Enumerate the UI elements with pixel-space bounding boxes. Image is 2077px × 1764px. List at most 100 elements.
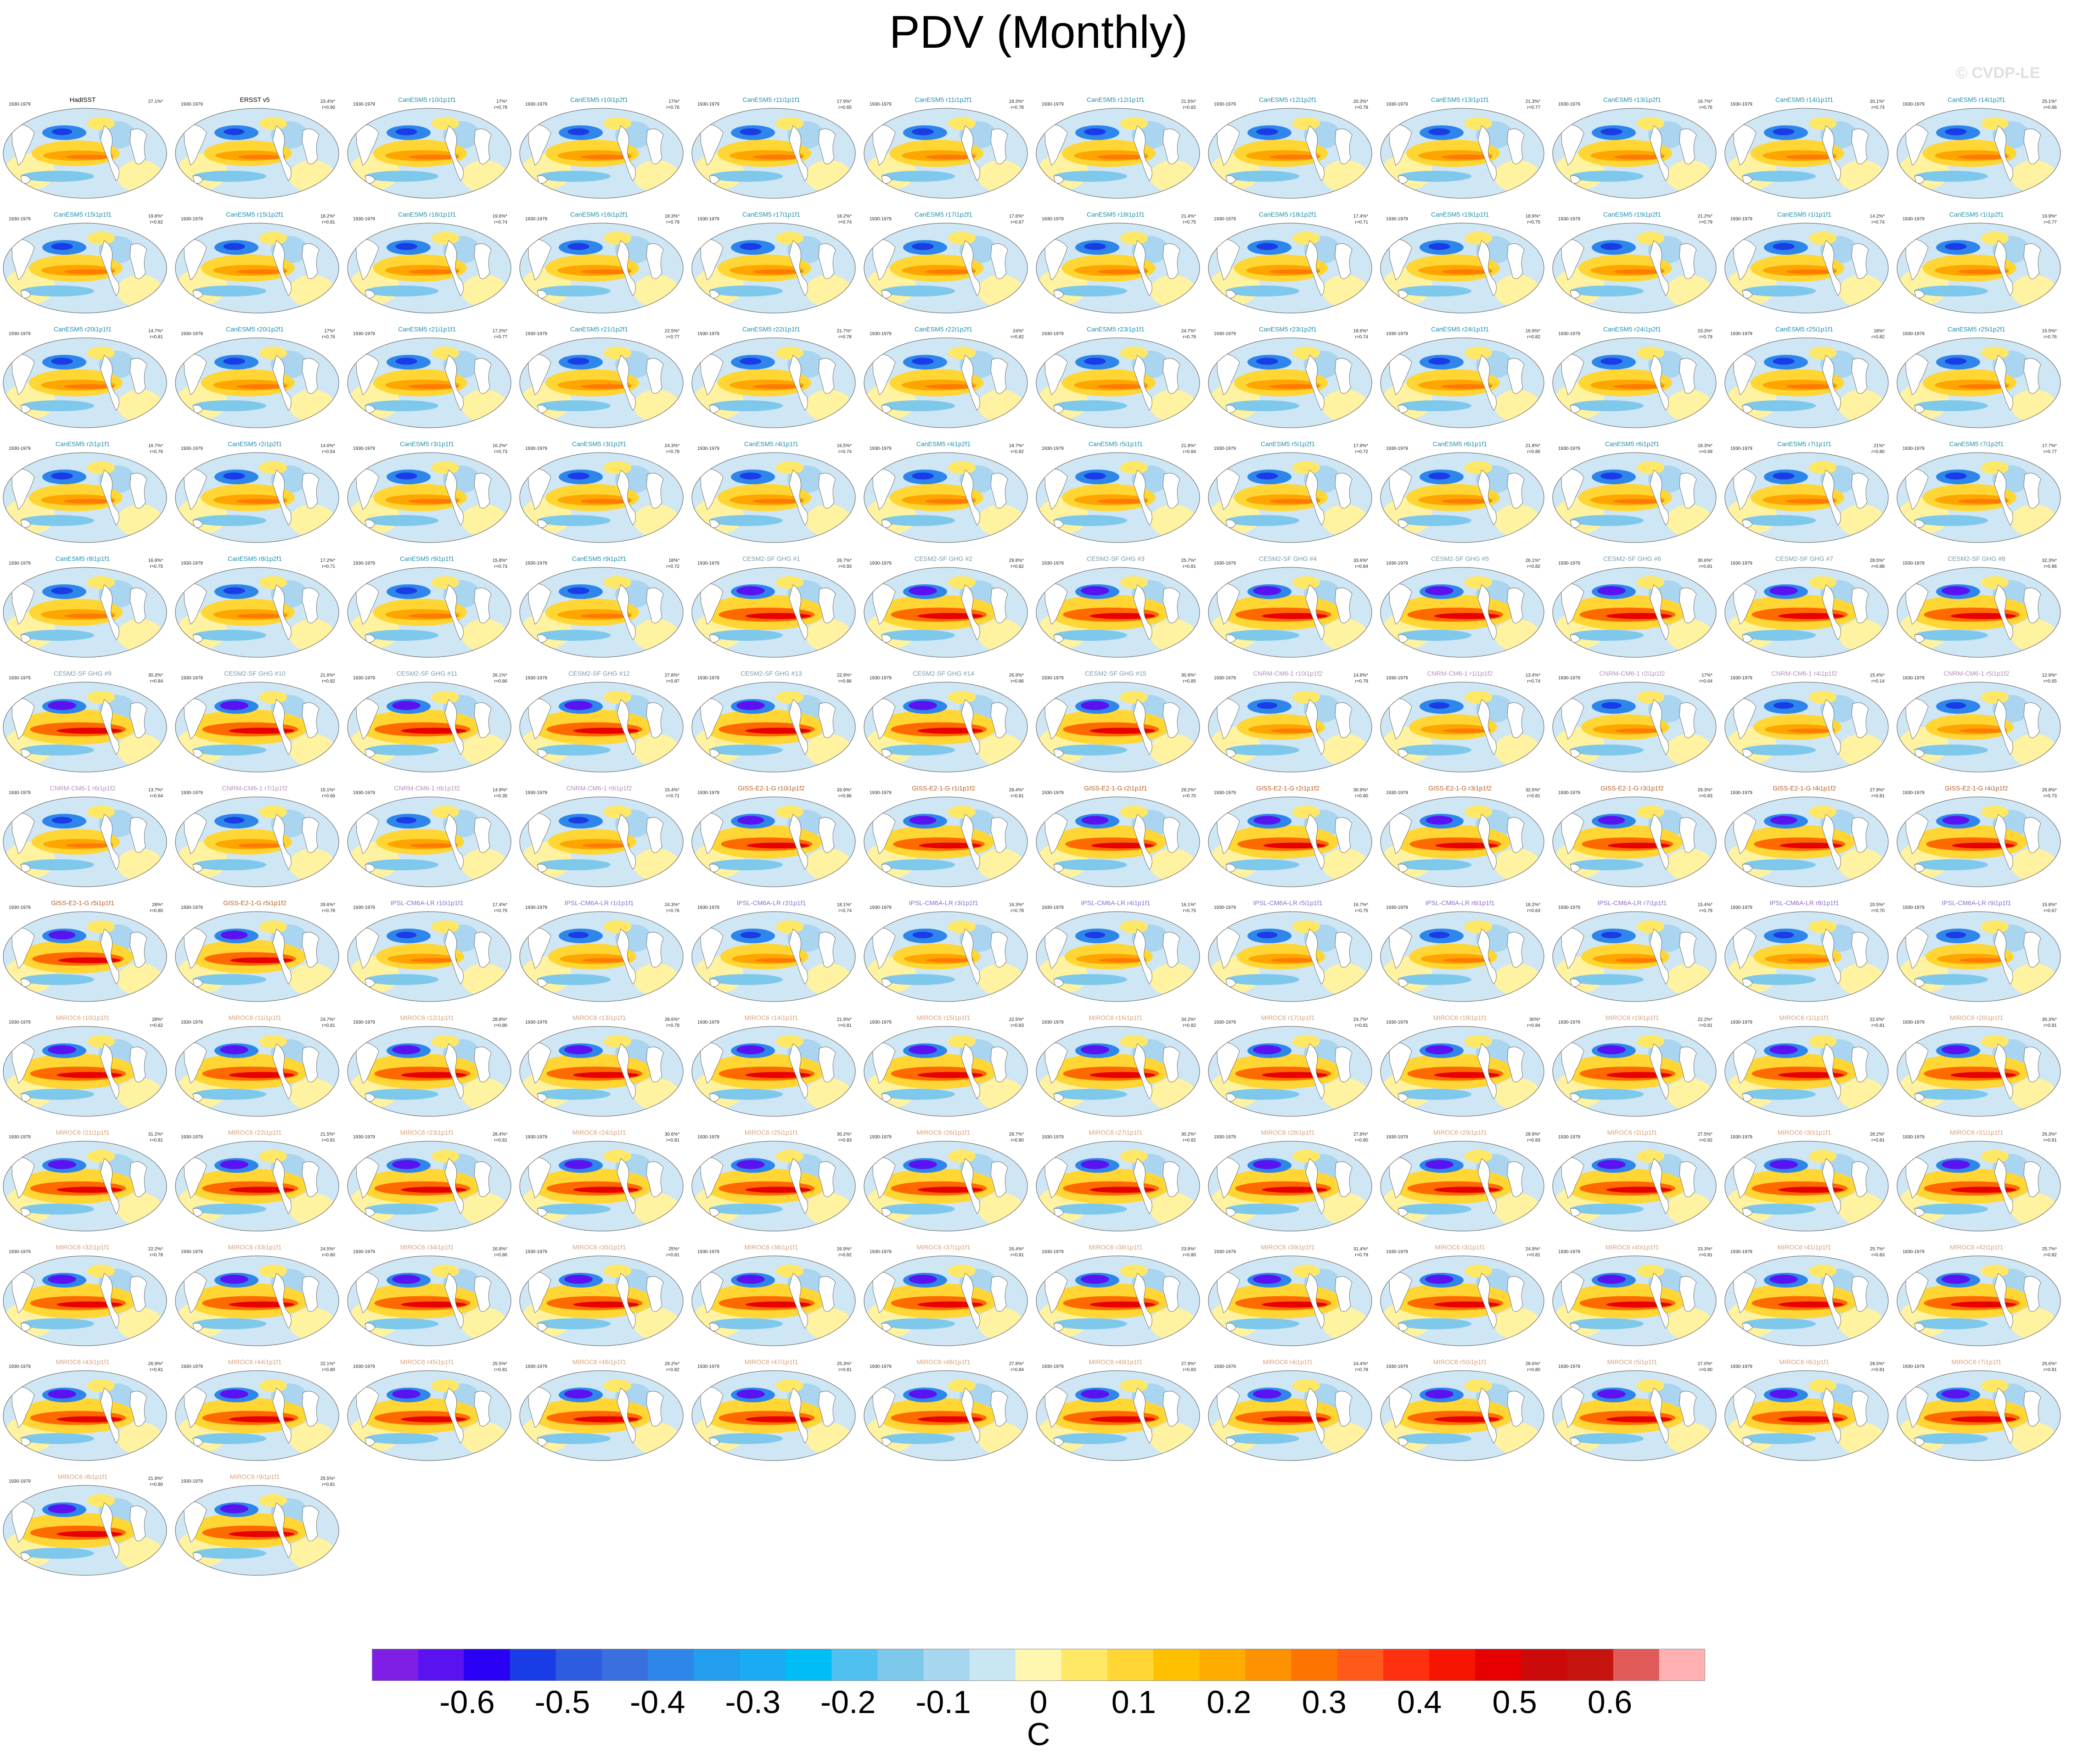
panel-variance-pct: 17%* xyxy=(324,329,335,334)
pdv-map xyxy=(175,1255,339,1346)
pdv-map xyxy=(175,337,339,428)
map-panel: 1930-1979 MIROC6 r6i1p1f1 28.5%* r=0.81 xyxy=(1724,1354,1889,1464)
panel-pattern-correlation: r=0.65 xyxy=(838,105,852,110)
panel-variance-pct: 29.8%* xyxy=(1009,558,1024,563)
pdv-map xyxy=(3,567,167,658)
panel-years: 1930-1979 xyxy=(1730,790,1752,795)
pdv-map xyxy=(1552,682,1717,773)
panel-title: MIROC6 r50i1p1f1 xyxy=(1433,1358,1487,1366)
panel-years: 1930-1979 xyxy=(1214,217,1236,222)
panel-title: CNRM-CM6-1 r1i1p1f2 xyxy=(1427,670,1493,677)
pdv-map xyxy=(3,1026,167,1117)
panel-title: CESM2-SF GHG #14 xyxy=(913,670,974,677)
panel-variance-pct: 24%* xyxy=(1013,329,1024,334)
map-panel: 1930-1979 MIROC6 r35i1p1f1 25%* r=0.81 xyxy=(519,1239,684,1350)
panel-years: 1930-1979 xyxy=(1214,561,1236,566)
panel-pattern-correlation: r=0.82 xyxy=(2043,1253,2057,1258)
panel-pattern-correlation: r=0.71 xyxy=(322,564,335,569)
panel-years: 1930-1979 xyxy=(181,1364,203,1369)
panel-pattern-correlation: r=0.72 xyxy=(1355,449,1368,454)
panel-variance-pct: 18.9%* xyxy=(1525,214,1540,219)
panel-title: IPSL-CM6A-LR r7i1p1f1 xyxy=(1597,899,1667,907)
map-panel: 1930-1979 MIROC6 r21i1p1f1 31.2%* r=0.81 xyxy=(2,1125,168,1235)
pdv-map xyxy=(519,682,684,773)
pdv-map xyxy=(1552,567,1717,658)
pdv-map xyxy=(1724,108,1889,199)
panel-pattern-correlation: r=0.87 xyxy=(666,679,679,684)
colorbar-swatch xyxy=(601,1649,648,1681)
map-panel: 1930-1979 CNRM-CM6-1 r2i1p1f2 17%* r=0.64 xyxy=(1552,666,1717,776)
panel-years: 1930-1979 xyxy=(1042,1364,1064,1369)
map-panel: 1930-1979 MIROC6 r40i1p1f1 23.3%* r=0.81 xyxy=(1552,1239,1717,1350)
panel-pattern-correlation: r=0.76 xyxy=(322,335,335,340)
panel-pattern-correlation: r=0.74 xyxy=(1527,679,1540,684)
map-panel: 1930-1979 CanESM5 r9i1p1f1 15.8%* r=0.73 xyxy=(347,551,512,661)
panel-variance-pct: 15.8%* xyxy=(492,558,507,563)
panel-pattern-correlation: r=0.85 xyxy=(1527,449,1540,454)
panel-pattern-correlation: r=0.80 xyxy=(494,1253,507,1258)
panel-title: MIROC6 r18i1p1f1 xyxy=(1433,1014,1487,1021)
panel-title: MIROC6 r12i1p1f1 xyxy=(400,1014,454,1021)
panel-pattern-correlation: r=0.82 xyxy=(322,679,335,684)
pdv-map xyxy=(864,223,1028,314)
panel-pattern-correlation: r=0.81 xyxy=(1871,1367,1885,1372)
colorbar-swatch xyxy=(1199,1649,1246,1681)
pdv-map xyxy=(1380,452,1544,543)
panel-variance-pct: 30.2%* xyxy=(1181,1132,1196,1137)
panel-variance-pct: 13.4%* xyxy=(1525,673,1540,678)
panel-title: CanESM5 r14i1p2f1 xyxy=(1947,96,2006,103)
pdv-map xyxy=(1724,1255,1889,1346)
panel-pattern-correlation: r=0.73 xyxy=(2043,794,2057,799)
colorbar-swatch xyxy=(418,1649,464,1681)
panel-years: 1930-1979 xyxy=(525,102,547,107)
colorbar-swatch xyxy=(1245,1649,1292,1681)
panel-variance-pct: 28.4%* xyxy=(1009,788,1024,793)
panel-title: CESM2-SF GHG #10 xyxy=(224,670,286,677)
colorbar-tick-label: 0.3 xyxy=(1302,1684,1347,1720)
panel-title: CanESM5 r12i1p1f1 xyxy=(1086,96,1145,103)
panel-title: MIROC6 r16i1p1f1 xyxy=(1089,1014,1143,1021)
pdv-map xyxy=(347,337,511,428)
pdv-map xyxy=(1552,108,1717,199)
map-panel: 1930-1979 MIROC6 r44i1p1f1 22.1%* r=0.80 xyxy=(174,1354,340,1464)
map-panel: 1930-1979 MIROC6 r37i1p1f1 26.4%* r=0.81 xyxy=(863,1239,1028,1350)
panel-title: CanESM5 r20i1p2f1 xyxy=(225,325,284,333)
map-panel: 1930-1979 MIROC6 r12i1p1f1 28.8%* r=0.80 xyxy=(347,1010,512,1120)
panel-title: ERSST v5 xyxy=(240,96,270,103)
panel-years: 1930-1979 xyxy=(1042,676,1064,681)
panel-years: 1930-1979 xyxy=(870,1135,892,1140)
panel-years: 1930-1979 xyxy=(1558,1135,1580,1140)
panel-variance-pct: 28.7%* xyxy=(1009,1132,1024,1137)
panel-years: 1930-1979 xyxy=(9,331,31,336)
panel-title: IPSL-CM6A-LR r6i1p1f1 xyxy=(1425,899,1495,907)
panel-variance-pct: 26.9%* xyxy=(1009,673,1024,678)
map-panel: 1930-1979 CanESM5 r7i1p2f1 17.7%* r=0.77 xyxy=(1896,436,2061,546)
panel-variance-pct: 21.5%* xyxy=(320,1132,335,1137)
panel-pattern-correlation: r=0.81 xyxy=(322,1023,335,1028)
panel-title: GISS-E2-1-G r2i1p1f2 xyxy=(1256,784,1319,792)
panel-variance-pct: 26.8%* xyxy=(2042,788,2057,793)
panel-variance-pct: 14.7%* xyxy=(148,329,163,334)
map-panel: 1930-1979 CanESM5 r2i1p2f1 14.6%* r=0.54 xyxy=(174,436,340,546)
pdv-map xyxy=(1036,567,1200,658)
pdv-map xyxy=(1552,796,1717,887)
panel-years: 1930-1979 xyxy=(1214,1135,1236,1140)
panel-variance-pct: 16.7%* xyxy=(148,443,163,448)
colorbar-swatch xyxy=(1015,1649,1062,1681)
panel-variance-pct: 18.3%* xyxy=(1009,99,1024,104)
map-panel: 1930-1979 CanESM5 r18i1p1f1 21.4%* r=0.75 xyxy=(1035,207,1201,317)
panel-title: MIROC6 r37i1p1f1 xyxy=(916,1243,971,1251)
watermark: © CVDP-LE xyxy=(1956,64,2040,82)
panel-variance-pct: 15.1%* xyxy=(320,788,335,793)
map-panel: 1930-1979 CanESM5 r17i1p2f1 17.6%* r=0.67 xyxy=(863,207,1028,317)
panel-title: GISS-E2-1-G r5i1p1f1 xyxy=(51,899,114,907)
panel-variance-pct: 19.8%* xyxy=(148,214,163,219)
panel-title: CanESM5 r2i1p2f1 xyxy=(227,440,282,448)
panel-years: 1930-1979 xyxy=(697,446,719,451)
panel-title: CESM2-SF GHG #7 xyxy=(1775,555,1834,562)
panel-pattern-correlation: r=0.82 xyxy=(1527,335,1540,340)
panel-title: CanESM5 r10i1p2f1 xyxy=(570,96,629,103)
colorbar-tick-label: -0.4 xyxy=(629,1684,685,1720)
pdv-map xyxy=(1897,1255,2061,1346)
panel-variance-pct: 21.5%* xyxy=(1181,99,1196,104)
